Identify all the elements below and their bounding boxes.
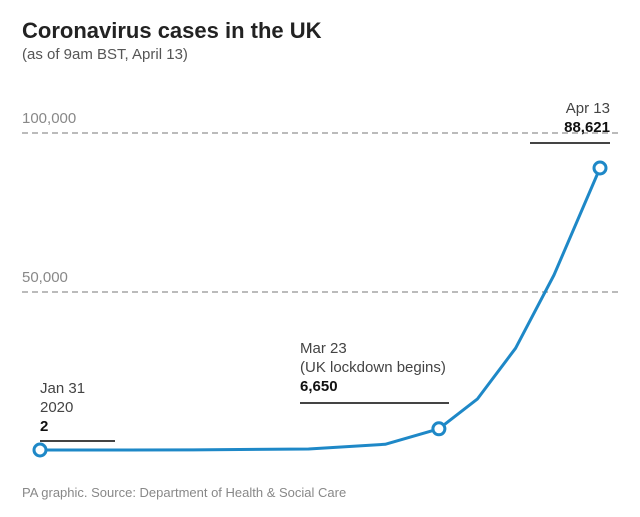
data-marker	[34, 444, 46, 456]
data-marker	[433, 423, 445, 435]
chart-line	[40, 168, 600, 450]
data-marker	[594, 162, 606, 174]
line-chart	[0, 0, 640, 517]
source-caption: PA graphic. Source: Department of Health…	[22, 485, 346, 500]
